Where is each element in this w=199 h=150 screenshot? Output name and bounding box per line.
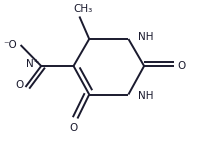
- Text: ⁻O: ⁻O: [3, 40, 17, 50]
- Text: O: O: [15, 81, 23, 90]
- Text: CH₃: CH₃: [74, 3, 93, 14]
- Text: NH: NH: [138, 91, 154, 101]
- Text: O: O: [178, 61, 186, 71]
- Text: NH: NH: [138, 33, 154, 42]
- Text: N⁺: N⁺: [26, 60, 39, 69]
- Text: O: O: [69, 123, 78, 133]
